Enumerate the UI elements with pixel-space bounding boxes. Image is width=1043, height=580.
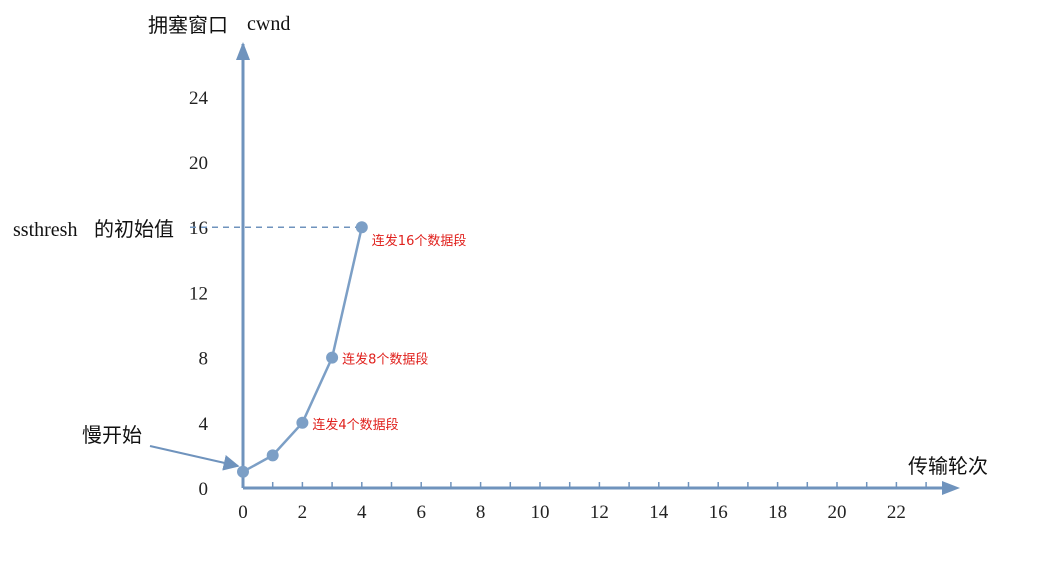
y-axis-arrow-icon xyxy=(236,42,250,60)
y-tick-label: 16 xyxy=(189,218,208,239)
cwnd-data-point xyxy=(296,416,309,429)
data-point-annotation: 连发16个数据段 xyxy=(372,233,467,249)
cwnd-series-line xyxy=(242,226,364,473)
y-tick-label: 8 xyxy=(199,349,209,370)
x-tick-label: 12 xyxy=(590,502,609,523)
slow-start-arrow xyxy=(149,445,240,471)
ssthresh-label-en: ssthresh xyxy=(13,219,77,241)
slow-start-label: 慢开始 xyxy=(82,423,142,447)
y-axis-title-en: cwnd xyxy=(247,13,290,35)
x-tick-label: 6 xyxy=(416,502,426,523)
cwnd-data-point xyxy=(237,465,249,478)
x-axis-title: 传输轮次 xyxy=(908,454,988,478)
x-tick-label: 18 xyxy=(768,502,787,523)
x-tick-label: 2 xyxy=(298,502,308,523)
data-point-annotation: 连发4个数据段 xyxy=(312,417,398,433)
x-axis-arrow-icon xyxy=(942,481,960,495)
y-tick-label: 0 xyxy=(199,479,209,500)
y-tick-label: 24 xyxy=(189,88,209,109)
x-tick-label: 20 xyxy=(828,502,847,523)
y-tick-label: 4 xyxy=(199,414,209,435)
x-tick-label: 4 xyxy=(357,502,367,523)
data-point-annotation: 连发8个数据段 xyxy=(342,352,428,368)
x-tick-label: 16 xyxy=(709,502,728,523)
y-tick-label: 20 xyxy=(189,153,208,174)
cwnd-data-point xyxy=(355,221,368,234)
x-tick-label: 14 xyxy=(649,502,669,523)
y-tick-label: 12 xyxy=(189,283,208,304)
x-tick-label: 22 xyxy=(887,502,906,523)
x-tick-label: 0 xyxy=(238,502,248,523)
y-axis-title-cn: 拥塞窗口 xyxy=(148,13,228,37)
x-tick-label: 10 xyxy=(531,502,550,523)
x-tick-label: 8 xyxy=(476,502,486,523)
ssthresh-label-cn: 的初始值 xyxy=(94,217,174,241)
cwnd-data-point xyxy=(266,449,279,462)
cwnd-data-point xyxy=(326,351,339,364)
